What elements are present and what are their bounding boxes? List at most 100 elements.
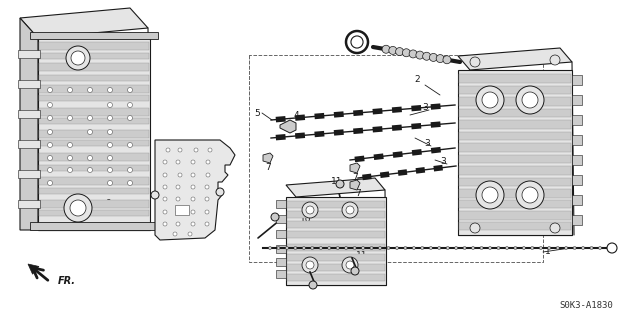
Bar	[18, 50, 40, 58]
Circle shape	[370, 247, 373, 249]
Circle shape	[351, 267, 359, 275]
Circle shape	[269, 247, 271, 249]
Circle shape	[429, 247, 432, 249]
Bar	[287, 231, 385, 238]
Circle shape	[47, 115, 52, 121]
Circle shape	[362, 247, 365, 249]
Circle shape	[516, 86, 544, 114]
Circle shape	[108, 115, 113, 121]
Circle shape	[47, 143, 52, 147]
Bar	[572, 195, 582, 205]
Circle shape	[476, 86, 504, 114]
Text: S0K3-A1830: S0K3-A1830	[559, 300, 613, 309]
Bar	[39, 53, 149, 59]
Bar	[287, 254, 385, 261]
Polygon shape	[280, 120, 296, 133]
Circle shape	[309, 281, 317, 289]
Circle shape	[412, 247, 415, 249]
Circle shape	[353, 247, 356, 249]
Circle shape	[416, 51, 424, 59]
Bar	[39, 108, 149, 116]
Circle shape	[516, 181, 544, 209]
Bar	[287, 221, 385, 228]
Polygon shape	[350, 180, 360, 190]
Bar	[38, 38, 150, 230]
Circle shape	[205, 222, 209, 226]
Text: 11: 11	[356, 251, 368, 261]
Circle shape	[88, 130, 93, 135]
Circle shape	[351, 36, 363, 48]
Circle shape	[208, 148, 212, 152]
Text: 7: 7	[265, 164, 271, 173]
Circle shape	[409, 50, 417, 58]
Circle shape	[88, 87, 93, 93]
Bar	[287, 201, 385, 208]
Circle shape	[67, 167, 72, 173]
Circle shape	[421, 247, 424, 249]
Bar	[276, 270, 286, 278]
Text: 3: 3	[422, 103, 428, 113]
Bar	[459, 86, 571, 94]
Bar	[30, 222, 158, 230]
Circle shape	[108, 130, 113, 135]
Bar	[459, 178, 571, 186]
Polygon shape	[20, 18, 38, 230]
Circle shape	[194, 148, 198, 152]
Circle shape	[173, 232, 177, 236]
Circle shape	[346, 261, 354, 269]
Circle shape	[163, 222, 167, 226]
Circle shape	[531, 247, 534, 249]
Circle shape	[302, 257, 318, 273]
Circle shape	[70, 200, 86, 216]
Circle shape	[328, 247, 331, 249]
Bar	[39, 165, 149, 171]
Circle shape	[176, 197, 180, 201]
Circle shape	[564, 247, 568, 249]
Circle shape	[191, 160, 195, 164]
Circle shape	[522, 247, 525, 249]
Circle shape	[88, 155, 93, 160]
Bar	[39, 188, 149, 194]
Circle shape	[463, 247, 466, 249]
Text: 8: 8	[349, 33, 355, 42]
Circle shape	[336, 180, 344, 188]
Text: 2: 2	[414, 76, 420, 85]
Bar	[39, 42, 149, 50]
Bar	[459, 120, 571, 129]
Bar	[459, 200, 571, 208]
Circle shape	[67, 155, 72, 160]
Bar	[287, 274, 385, 281]
Polygon shape	[20, 8, 148, 38]
Bar	[459, 222, 571, 230]
Circle shape	[306, 261, 314, 269]
Circle shape	[582, 247, 584, 249]
Bar	[459, 211, 571, 220]
Text: 1: 1	[545, 248, 551, 256]
Bar	[572, 115, 582, 125]
Bar	[18, 200, 40, 208]
Circle shape	[176, 222, 180, 226]
Circle shape	[382, 45, 390, 53]
Circle shape	[47, 167, 52, 173]
Circle shape	[108, 102, 113, 108]
Circle shape	[127, 143, 132, 147]
Circle shape	[342, 202, 358, 218]
Circle shape	[47, 130, 52, 135]
Circle shape	[387, 247, 390, 249]
Text: 9: 9	[210, 197, 216, 206]
Circle shape	[216, 188, 224, 196]
Bar	[39, 153, 149, 161]
Bar	[572, 215, 582, 225]
Text: 4: 4	[293, 110, 299, 120]
Circle shape	[429, 53, 437, 62]
Circle shape	[378, 247, 381, 249]
Circle shape	[163, 160, 167, 164]
Circle shape	[47, 102, 52, 108]
Text: 11: 11	[307, 265, 317, 275]
Circle shape	[476, 181, 504, 209]
Circle shape	[472, 247, 475, 249]
Bar	[39, 118, 149, 124]
Bar	[276, 215, 286, 223]
Polygon shape	[286, 178, 385, 197]
Circle shape	[302, 202, 318, 218]
